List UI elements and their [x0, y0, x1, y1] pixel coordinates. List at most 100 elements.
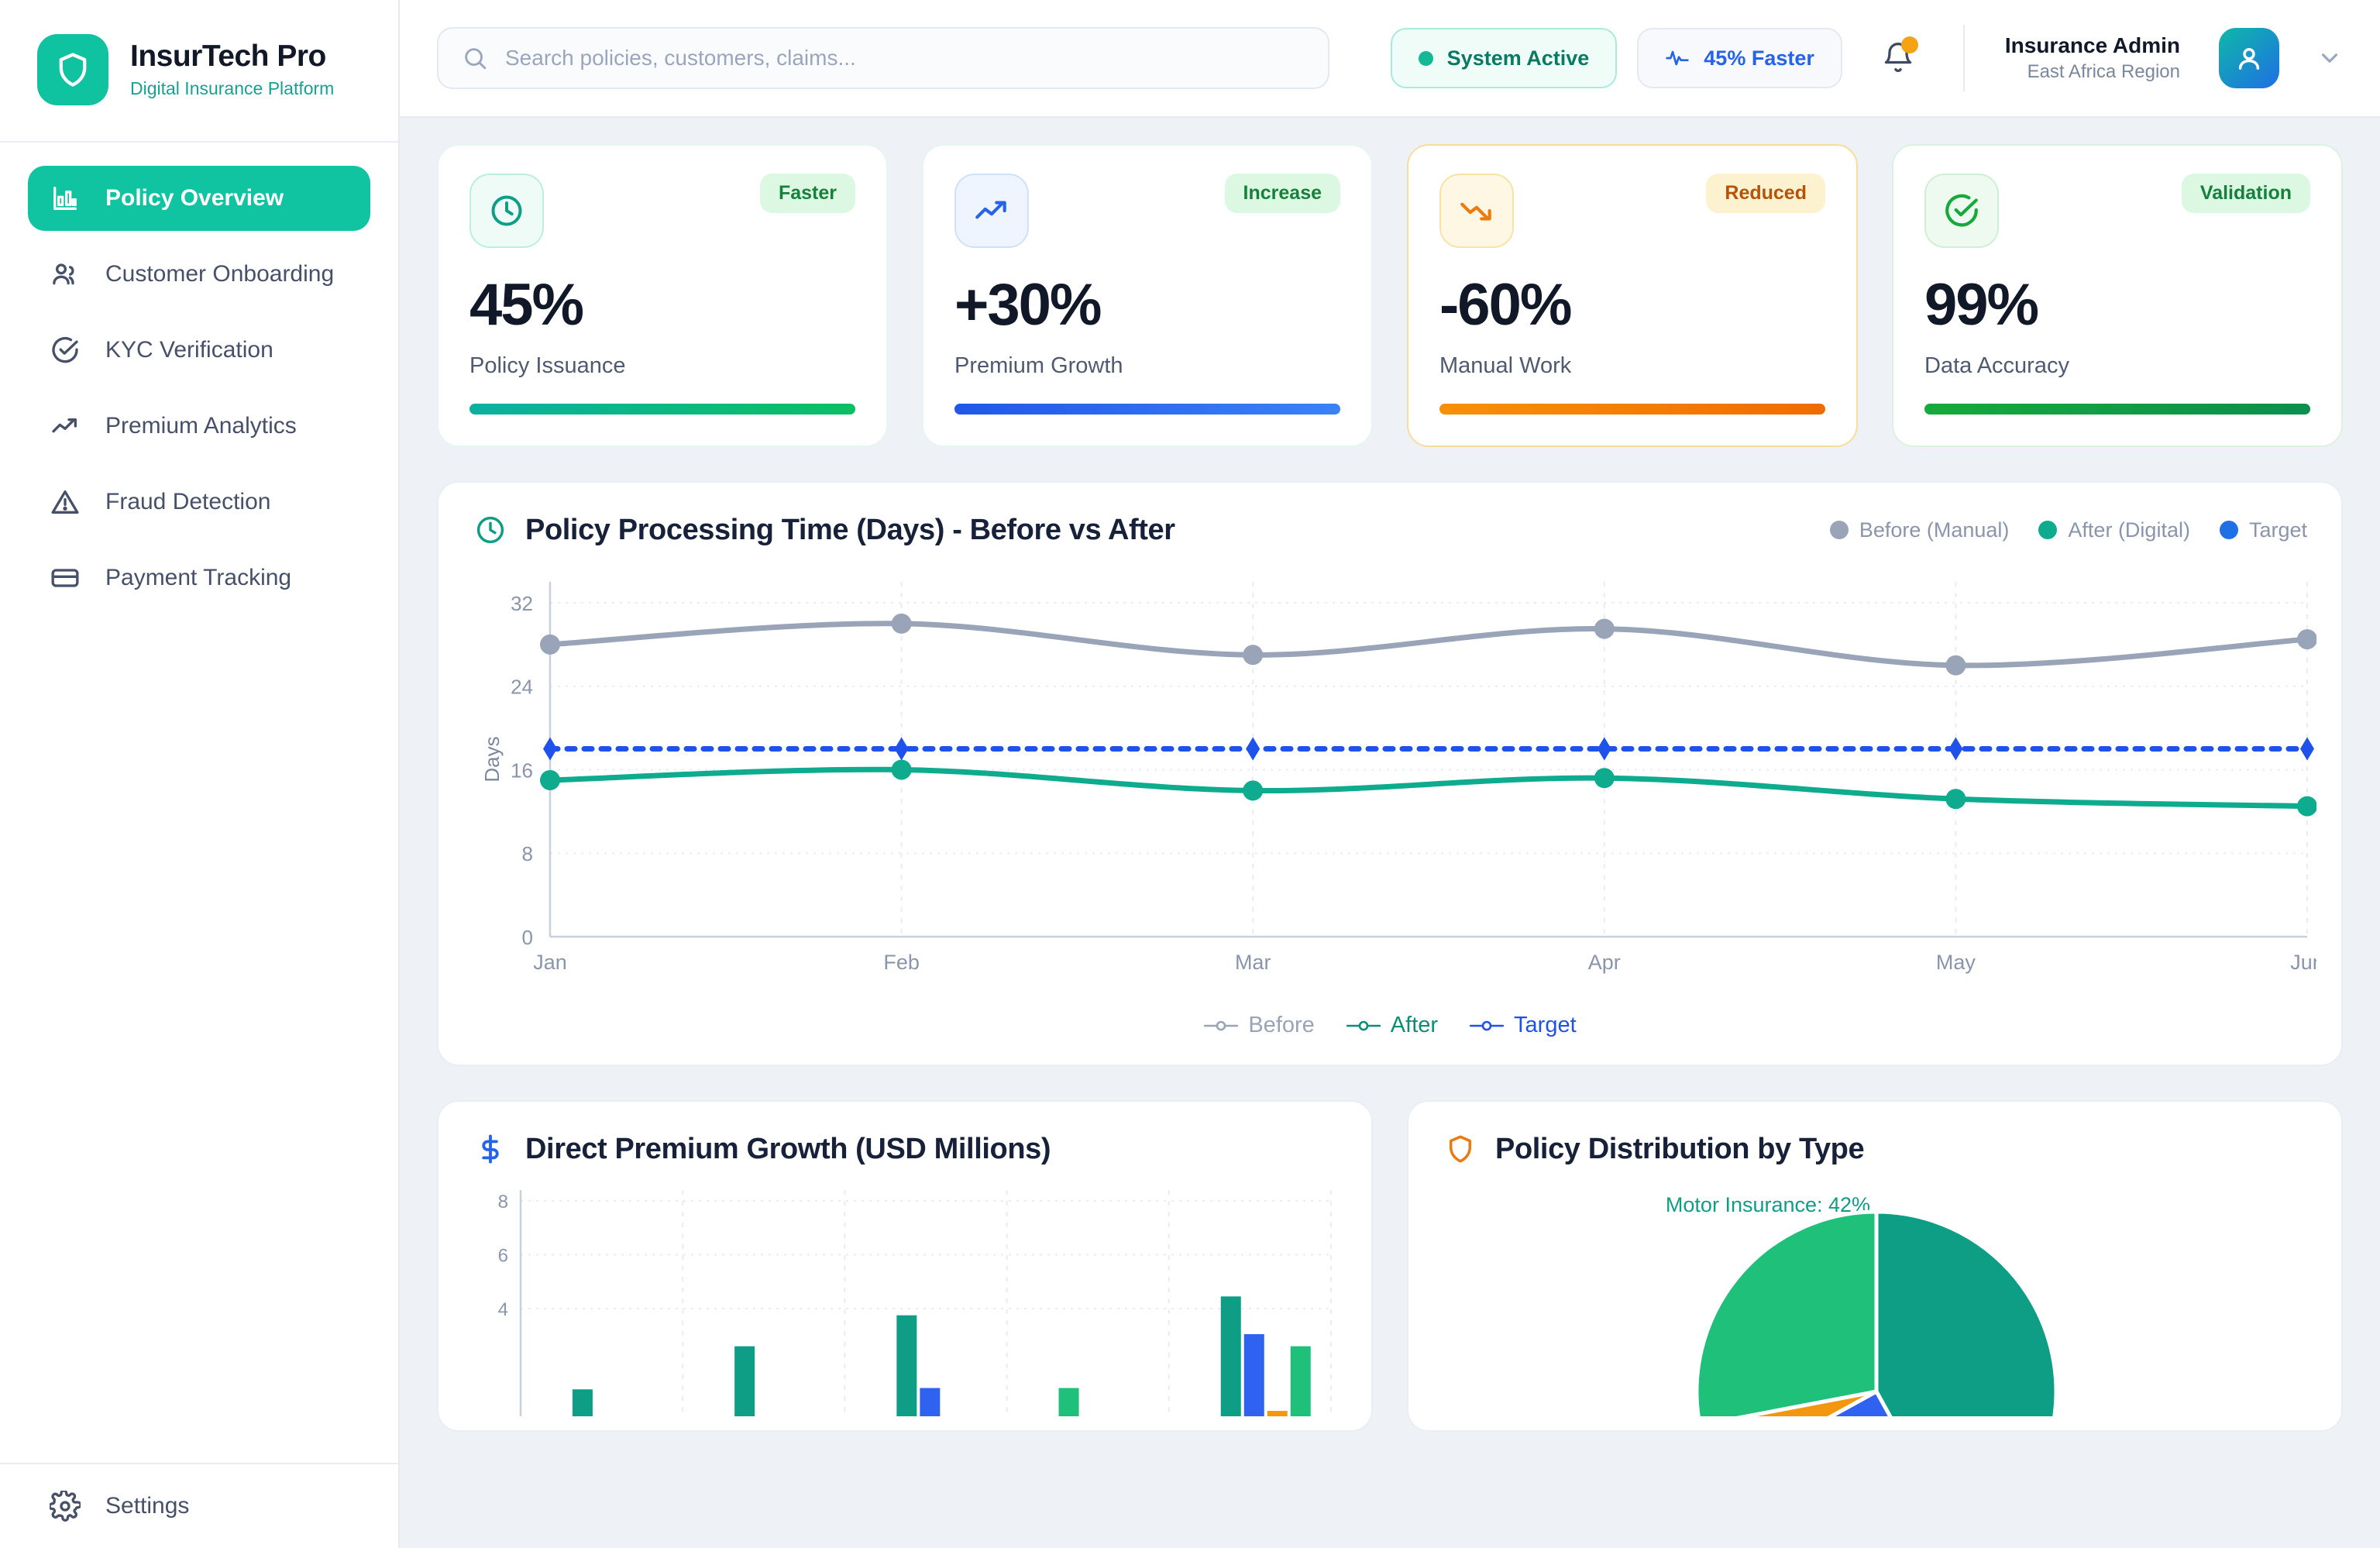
bottom-panels: Direct Premium Growth (USD Millions) 4 6 8…	[437, 1100, 2343, 1432]
search-placeholder: Search policies, customers, claims...	[505, 46, 856, 70]
svg-text:Jan: Jan	[533, 951, 567, 974]
legend-label: Before	[1248, 1013, 1315, 1037]
kpi-label: Policy Issuance	[469, 353, 626, 378]
svg-text:Apr: Apr	[1588, 951, 1621, 974]
sidebar-nav: Policy Overview Customer Onboarding KYC …	[0, 143, 398, 1463]
kpi-card-data-accuracy: Validation 99% Data Accuracy	[1892, 144, 2343, 447]
sidebar: InsurTech Pro Digital Insurance Platform…	[0, 0, 400, 1548]
kpi-progress-bar	[954, 404, 1340, 415]
kpi-progress-bar	[1439, 404, 1825, 415]
svg-text:24: 24	[511, 676, 533, 699]
chart-legend-bottom: Before After Target	[439, 1013, 2341, 1065]
sidebar-item-label: Fraud Detection	[105, 489, 271, 514]
legend-swatch	[2219, 521, 2238, 539]
line-chart-svg: 0 8 16 24 32 Jan Feb Mar Apr May Jun Days	[480, 582, 2316, 974]
svg-text:Feb: Feb	[883, 951, 920, 974]
svg-text:8: 8	[522, 842, 533, 865]
users-icon	[48, 257, 82, 291]
shield-icon	[37, 34, 108, 105]
sidebar-item-kyc-verification[interactable]: KYC Verification	[28, 318, 370, 383]
clock-icon	[469, 174, 544, 248]
status-badge: Reduced	[1706, 174, 1825, 213]
legend-label: Target	[1514, 1013, 1577, 1037]
system-status-badge: System Active	[1390, 28, 1618, 88]
sidebar-item-premium-analytics[interactable]: Premium Analytics	[28, 394, 370, 459]
panel-title: Policy Processing Time (Days) - Before v…	[525, 513, 1175, 546]
sidebar-item-settings[interactable]: Settings	[48, 1489, 350, 1523]
trending-down-icon	[1439, 174, 1514, 248]
line-chart-panel: Policy Processing Time (Days) - Before v…	[437, 481, 2343, 1066]
legend-item[interactable]: Target	[1469, 1013, 1577, 1038]
search-icon	[462, 45, 488, 71]
legend-label: Target	[2248, 518, 2307, 542]
legend-item[interactable]: Before	[1203, 1013, 1315, 1038]
speed-label: 45% Faster	[1704, 46, 1814, 70]
legend-item: Before (Manual)	[1829, 518, 2009, 542]
legend-label: After	[1390, 1013, 1439, 1037]
kpi-label: Manual Work	[1439, 353, 1572, 378]
check-circle-icon	[48, 333, 82, 367]
svg-text:4: 4	[498, 1299, 508, 1320]
user-info: Insurance Admin East Africa Region	[2005, 33, 2180, 83]
sidebar-item-fraud-detection[interactable]: Fraud Detection	[28, 470, 370, 535]
sidebar-item-label: KYC Verification	[105, 337, 273, 363]
dollar-icon	[473, 1131, 508, 1167]
kpi-value: 99%	[1924, 272, 2039, 338]
gear-icon	[48, 1489, 82, 1523]
brand-name: InsurTech Pro	[130, 40, 326, 74]
line-marker-icon	[1346, 1020, 1381, 1030]
bar-chart-area: 4 6 8	[439, 1171, 1371, 1430]
kpi-value: -60%	[1439, 272, 1572, 338]
kpi-header: Validation	[1924, 174, 2310, 248]
kpi-header: Increase	[954, 174, 1340, 248]
content: Faster 45% Policy Issuance Increase +30%…	[400, 118, 2380, 1548]
legend-item[interactable]: After	[1346, 1013, 1438, 1038]
user-name: Insurance Admin	[2004, 33, 2180, 57]
sidebar-divider	[0, 141, 398, 143]
search-input[interactable]: Search policies, customers, claims...	[437, 27, 1329, 89]
status-badge: Validation	[2181, 174, 2310, 213]
user-icon	[2238, 48, 2260, 70]
brand-subtitle: Digital Insurance Platform	[130, 77, 335, 98]
sidebar-item-label: Premium Analytics	[105, 413, 297, 439]
svg-text:Motor Insurance: 42%: Motor Insurance: 42%	[1666, 1193, 1870, 1216]
main-area: Search policies, customers, claims... Sy…	[400, 0, 2380, 1548]
system-status-label: System Active	[1446, 46, 1590, 70]
line-marker-icon	[1204, 1020, 1239, 1030]
legend-label: After (Digital)	[2068, 518, 2190, 542]
bar-chart-icon	[48, 181, 82, 215]
kpi-value: 45%	[469, 272, 584, 338]
svg-text:32: 32	[511, 592, 533, 615]
svg-text:Mar: Mar	[1235, 951, 1271, 974]
legend-item: Target	[2219, 518, 2307, 542]
kpi-card-manual-work: Reduced -60% Manual Work	[1407, 144, 1858, 447]
svg-text:6: 6	[498, 1245, 508, 1266]
line-marker-icon	[1469, 1020, 1505, 1030]
sidebar-item-policy-overview[interactable]: Policy Overview	[28, 166, 370, 231]
avatar[interactable]	[2219, 28, 2279, 88]
kpi-card-policy-issuance: Faster 45% Policy Issuance	[437, 144, 888, 447]
panel-header: Direct Premium Growth (USD Millions)	[439, 1102, 1371, 1171]
notifications-button[interactable]	[1873, 33, 1923, 83]
sidebar-item-customer-onboarding[interactable]: Customer Onboarding	[28, 242, 370, 307]
svg-text:8: 8	[498, 1192, 508, 1213]
svg-text:0: 0	[522, 926, 533, 949]
alert-triangle-icon	[48, 485, 82, 519]
kpi-progress-bar	[469, 404, 855, 415]
kpi-card-premium-growth: Increase +30% Premium Growth	[922, 144, 1373, 447]
brand: InsurTech Pro Digital Insurance Platform	[0, 0, 398, 141]
status-badge: Increase	[1224, 174, 1340, 213]
kpi-label: Premium Growth	[954, 353, 1123, 378]
panel-header: Policy Distribution by Type	[1408, 1102, 2341, 1171]
chevron-down-icon[interactable]	[2316, 45, 2343, 71]
legend-item: After (Digital)	[2038, 518, 2190, 542]
chart-legend-top: Before (Manual) After (Digital) Target	[1829, 518, 2307, 542]
kpi-progress-bar	[1924, 404, 2310, 415]
clock-icon	[473, 512, 508, 548]
trending-up-icon	[48, 409, 82, 443]
trending-up-icon	[954, 174, 1029, 248]
sidebar-item-payment-tracking[interactable]: Payment Tracking	[28, 545, 370, 611]
notification-badge	[1900, 36, 1918, 53]
settings-label: Settings	[105, 1493, 190, 1519]
